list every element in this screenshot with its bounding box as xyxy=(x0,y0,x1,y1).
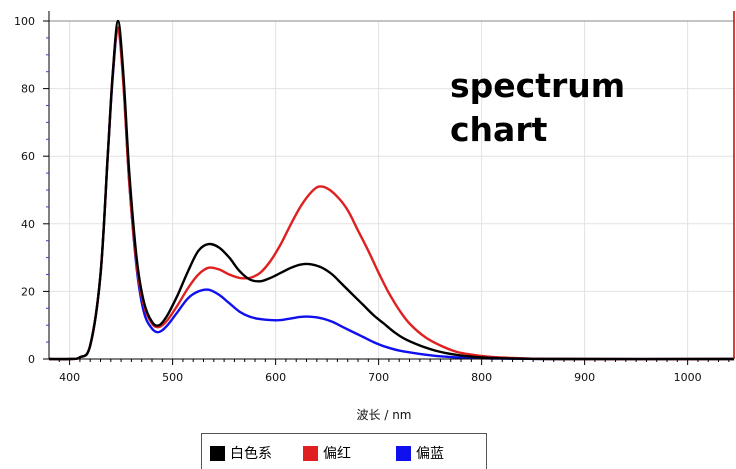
legend-swatch-red xyxy=(303,445,318,461)
y-tick-label: 100 xyxy=(14,15,35,28)
y-tick-label: 0 xyxy=(28,353,35,366)
series-line-red xyxy=(48,26,735,361)
chart-legend: 白色系 偏红 偏蓝 xyxy=(201,433,487,469)
plot-area-frame xyxy=(48,20,735,360)
spectrum-chart: 400 500 600 700 800 900 1000 0 20 40 60 80 100 波长 / … xyxy=(14,11,735,422)
series-line-white xyxy=(48,19,735,361)
x-tick-label: 1000 xyxy=(674,371,702,384)
x-tick-label: 800 xyxy=(471,371,492,384)
x-axis-title: 波长 / nm xyxy=(357,408,412,422)
legend-item-white-series: 白色系 xyxy=(210,445,272,462)
x-tick-label: 600 xyxy=(265,371,286,384)
legend-swatch-blue xyxy=(396,445,411,461)
grid-lines xyxy=(49,20,734,360)
legend-label: 白色系 xyxy=(230,446,272,462)
axes: 400 500 600 700 800 900 1000 0 20 40 60 80 100 xyxy=(14,11,735,384)
y-tick-label: 60 xyxy=(21,150,35,163)
y-tick-label: 20 xyxy=(21,285,35,298)
legend-item-blue-series: 偏蓝 xyxy=(396,445,444,462)
legend-swatch-black xyxy=(210,445,225,461)
series-line-blue xyxy=(48,26,735,361)
annotation-line-1: spectrum xyxy=(450,66,625,105)
annotation-line-2: chart xyxy=(450,110,548,149)
x-tick-label: 500 xyxy=(162,371,183,384)
y-tick-label: 40 xyxy=(21,218,35,231)
x-tick-label: 400 xyxy=(59,371,80,384)
legend-label: 偏红 xyxy=(323,446,351,462)
x-tick-label: 700 xyxy=(368,371,389,384)
legend-label: 偏蓝 xyxy=(416,446,444,462)
x-tick-label: 900 xyxy=(574,371,595,384)
series-lines xyxy=(48,19,735,361)
y-tick-label: 80 xyxy=(21,83,35,96)
legend-item-red-series: 偏红 xyxy=(303,445,351,462)
